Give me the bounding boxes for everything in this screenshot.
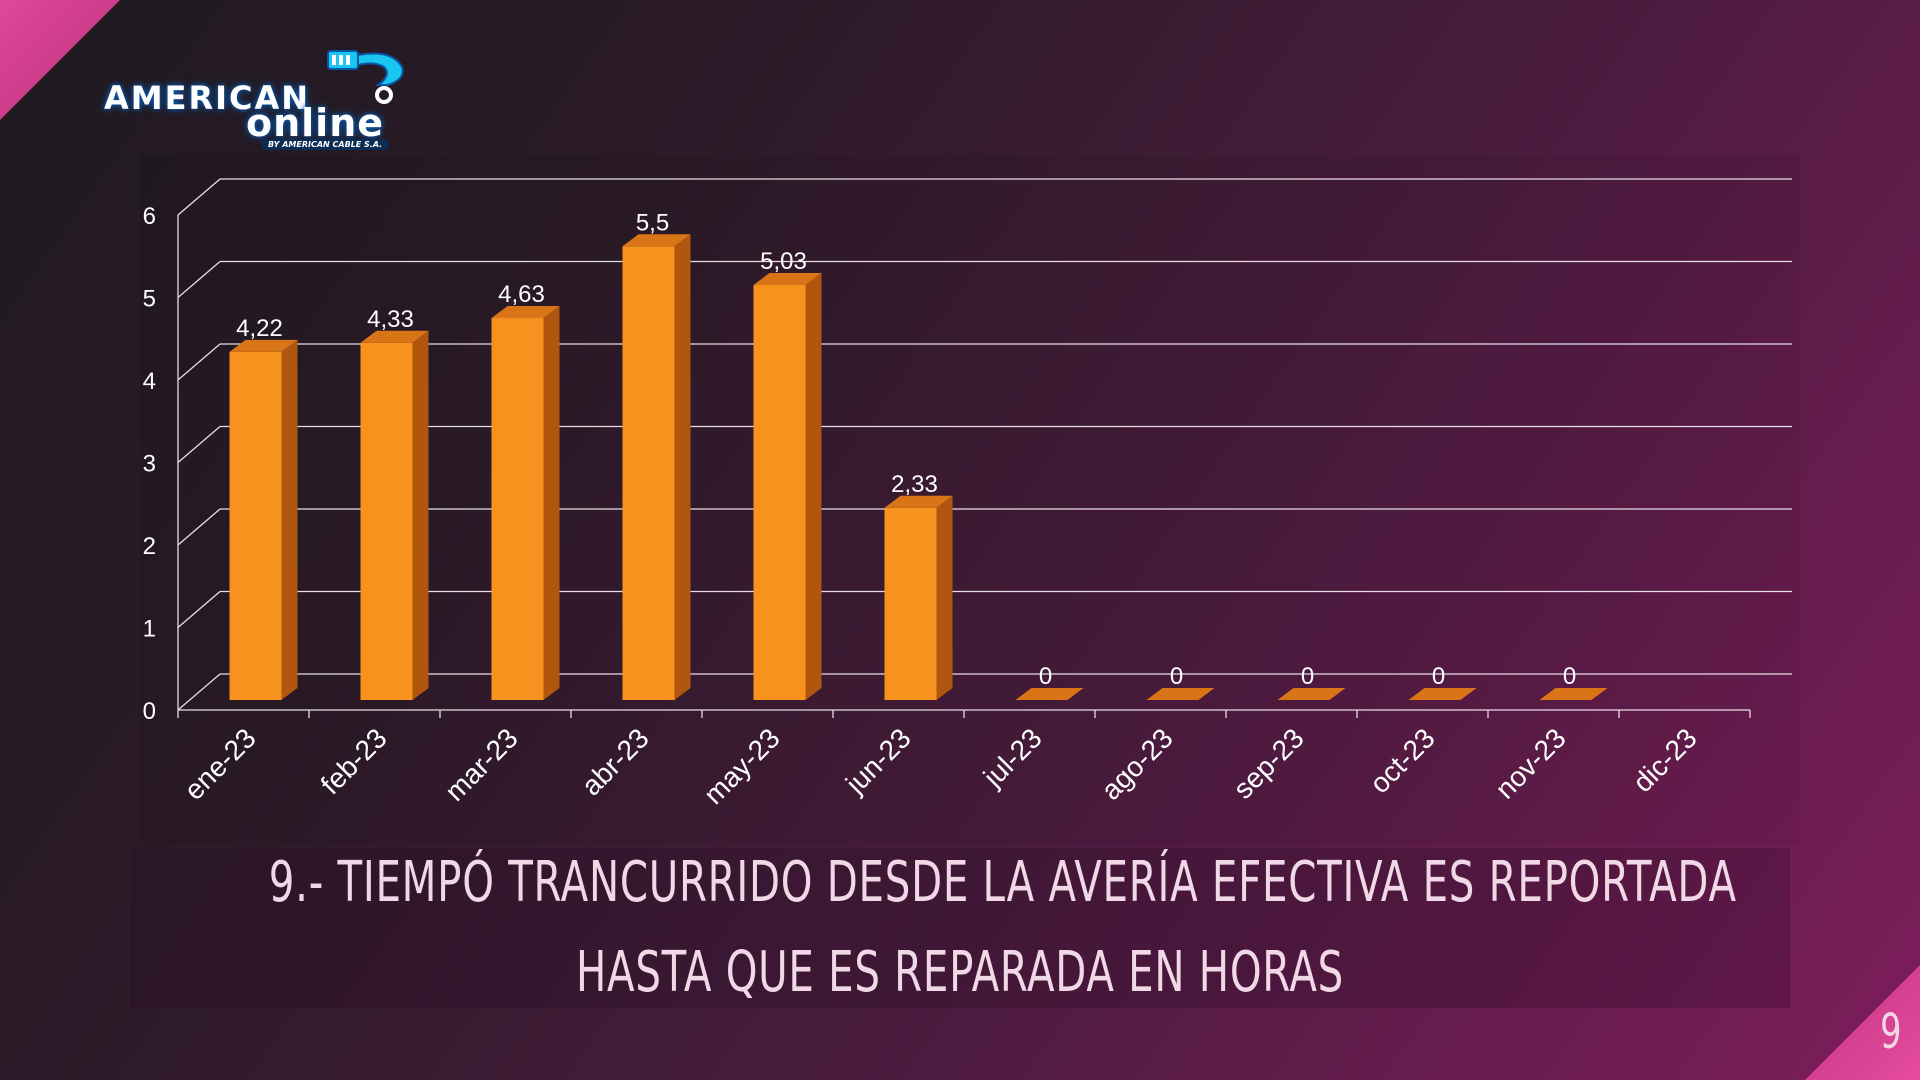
x-category-label: jun-23 — [839, 722, 917, 800]
y-tick-label: 1 — [143, 616, 156, 643]
bar-top — [1277, 688, 1346, 700]
grid-diagonal — [177, 178, 221, 216]
bar-top — [1539, 688, 1608, 700]
grid-diagonal — [177, 343, 221, 381]
x-category-label: ago-23 — [1095, 722, 1179, 806]
bar-side — [674, 234, 691, 700]
x-category-label: nov-23 — [1489, 722, 1571, 804]
x-category-label: dic-23 — [1627, 722, 1703, 798]
bar-side — [543, 306, 560, 700]
bar-top — [360, 330, 429, 343]
logo-tagline: BY AMERICAN CABLE S.A. — [262, 139, 389, 150]
grid-diagonal — [177, 591, 221, 628]
bar-top — [622, 234, 691, 247]
slide-title-line-2: HASTA QUE ES REPARADA EN HORAS — [576, 940, 1344, 1005]
y-tick-label: 0 — [143, 698, 156, 725]
company-logo: AMERICAN online BY AMERICAN CABLE S.A. — [100, 45, 420, 155]
grid-diagonal — [177, 508, 221, 546]
bar-top — [1146, 688, 1215, 700]
bar-top — [229, 339, 298, 352]
y-tick-label: 4 — [143, 368, 156, 395]
data-label: 0 — [1563, 663, 1576, 690]
slide-title-line-1: 9.- TIEMPÓ TRANCURRIDO DESDE LA AVERÍA E… — [268, 850, 1737, 915]
y-tick-label: 5 — [143, 286, 156, 313]
y-tick-label: 3 — [143, 451, 156, 478]
bar — [229, 351, 282, 700]
x-category-label: feb-23 — [315, 722, 393, 800]
bar — [360, 342, 413, 700]
x-category-label: mar-23 — [439, 722, 524, 807]
logo-word-online: online — [246, 101, 385, 145]
bar-top — [491, 306, 560, 319]
grid-diagonal — [177, 673, 221, 711]
data-label: 0 — [1170, 663, 1183, 690]
x-category-label: may-23 — [698, 722, 786, 810]
x-category-label: abr-23 — [576, 722, 655, 801]
data-label: 2,33 — [891, 471, 938, 498]
grid-diagonal — [177, 426, 221, 463]
logo-word-american: AMERICAN — [104, 79, 311, 117]
bar-top — [884, 495, 953, 508]
data-label: 0 — [1039, 663, 1052, 690]
y-tick-label: 6 — [143, 203, 156, 230]
y-tick-label: 2 — [143, 533, 156, 560]
x-category-label: jul-23 — [977, 722, 1048, 793]
bar — [753, 285, 806, 700]
x-category-label: oct-23 — [1364, 722, 1441, 799]
x-category-label: sep-23 — [1227, 722, 1309, 804]
data-label: 4,33 — [367, 306, 414, 333]
bar-side — [281, 339, 298, 700]
bar — [491, 318, 544, 700]
title-band — [130, 848, 1790, 1008]
cable-plug-icon — [327, 50, 404, 104]
data-label: 4,63 — [498, 281, 545, 308]
bar-top — [753, 273, 822, 286]
data-label: 0 — [1432, 663, 1445, 690]
bar-side — [412, 330, 429, 700]
x-category-label: ene-23 — [178, 722, 262, 806]
corner-decoration-bottom-right — [1805, 965, 1920, 1080]
bar-chart: 0 1 2 3 4 5 6 4,22 ene-23 4,33 feb-23 4,63 mar-23 5,5… — [143, 178, 1792, 810]
data-label: 5,03 — [760, 248, 807, 275]
grid-diagonal — [177, 261, 221, 298]
data-label: 0 — [1301, 663, 1314, 690]
bar-top — [1408, 688, 1477, 700]
bar-side — [936, 495, 953, 700]
data-label: 4,22 — [236, 315, 283, 342]
bar-top — [1015, 688, 1084, 700]
page-number: 9 — [1880, 1004, 1902, 1060]
data-label: 5,5 — [636, 209, 669, 236]
bar-side — [805, 273, 822, 700]
bar — [622, 246, 675, 700]
bar — [884, 507, 937, 700]
